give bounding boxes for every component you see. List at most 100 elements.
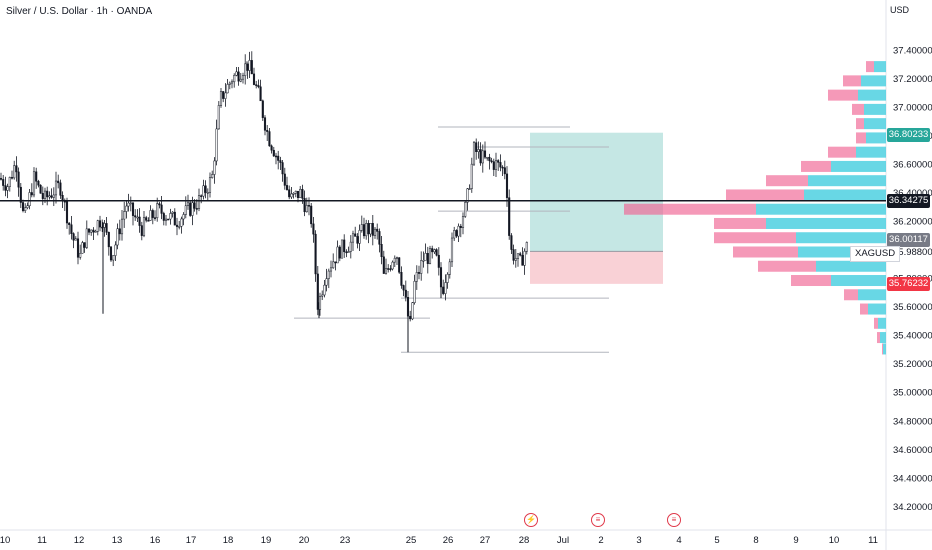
candle-body xyxy=(147,220,150,222)
candle-body xyxy=(184,205,187,215)
candle-body xyxy=(213,160,216,175)
candle-body xyxy=(373,228,377,236)
candle-body xyxy=(228,82,231,85)
candle-body xyxy=(46,190,49,198)
upper-price-tag: 36.80233 xyxy=(887,128,930,142)
candle-body xyxy=(30,192,33,196)
stop-loss-zone[interactable] xyxy=(530,251,663,284)
volume-profile-down-bar xyxy=(714,217,766,229)
candle-body xyxy=(149,210,152,221)
hline-price-tag: 36.34275 xyxy=(887,194,930,208)
candle-body xyxy=(343,239,346,253)
candle-body xyxy=(224,92,227,99)
candle-body xyxy=(200,195,203,197)
candle-body xyxy=(52,194,55,198)
y-tick-label: 35.98800 xyxy=(893,247,932,258)
candlesticks xyxy=(0,51,528,353)
x-tick-label: 23 xyxy=(340,535,351,546)
volume-profile-down-bar xyxy=(852,103,864,115)
swing-levels xyxy=(294,126,609,353)
y-tick-label: 35.60000 xyxy=(893,302,932,313)
candle-body xyxy=(404,289,407,298)
candle-body xyxy=(367,223,370,235)
candle-body xyxy=(277,155,280,161)
us-flag-icon[interactable]: ≡ xyxy=(591,513,605,527)
candle-body xyxy=(140,225,143,236)
candle-body xyxy=(2,179,5,186)
candle-body xyxy=(345,251,348,254)
x-tick-label: 16 xyxy=(150,535,161,546)
x-tick-label: 9 xyxy=(793,535,798,546)
candle-body xyxy=(354,233,357,237)
volume-profile-up-bar xyxy=(856,146,886,158)
candle-body xyxy=(508,197,511,236)
candle-body xyxy=(426,252,429,264)
volume-profile-up-bar xyxy=(864,118,886,130)
candle-body xyxy=(230,81,234,84)
candle-body xyxy=(98,220,102,228)
candle-body xyxy=(175,224,179,227)
x-tick-label: 13 xyxy=(112,535,123,546)
candle-body xyxy=(499,162,502,168)
candle-body xyxy=(239,78,242,82)
candle-body xyxy=(442,286,445,294)
candle-body xyxy=(424,252,427,261)
volume-profile-up-bar xyxy=(880,332,886,344)
candle-body xyxy=(521,254,524,266)
candle-body xyxy=(41,193,44,199)
candle-body xyxy=(87,228,91,233)
long-position-tool[interactable] xyxy=(530,132,663,284)
candle-body xyxy=(486,156,489,159)
candle-body xyxy=(525,242,528,252)
candle-body xyxy=(268,131,271,147)
candle-body xyxy=(402,285,405,291)
x-tick-label: 11 xyxy=(37,535,47,546)
candle-body xyxy=(272,149,275,157)
symbol-title[interactable]: Silver / U.S. Dollar · 1h · OANDA xyxy=(6,6,153,17)
candle-body xyxy=(472,142,476,165)
candle-body xyxy=(391,261,394,270)
candle-body xyxy=(160,204,163,214)
currency-label[interactable]: USD xyxy=(890,5,910,15)
take-profit-zone[interactable] xyxy=(530,132,663,252)
candle-body xyxy=(109,246,113,261)
candle-body xyxy=(120,218,124,235)
candle-body xyxy=(250,60,253,75)
candle-body xyxy=(72,233,75,241)
candle-body xyxy=(285,185,289,190)
volume-profile-down-bar xyxy=(860,303,868,315)
candle-body xyxy=(516,253,520,259)
lightning-icon[interactable]: ⚡ xyxy=(524,513,538,527)
candle-body xyxy=(444,282,447,294)
candle-body xyxy=(123,211,126,220)
candle-body xyxy=(389,268,392,270)
volume-profile-down-bar xyxy=(866,61,874,73)
candle-body xyxy=(74,238,77,241)
x-tick-label: 5 xyxy=(714,535,719,546)
candle-body xyxy=(466,188,469,203)
candle-body xyxy=(523,251,526,266)
volume-profile-up-bar xyxy=(816,260,886,272)
volume-profile-up-bar xyxy=(804,189,886,201)
candle-body xyxy=(479,149,482,164)
volume-profile-down-bar xyxy=(877,332,880,344)
candle-body xyxy=(329,267,333,272)
y-tick-label: 36.20000 xyxy=(893,217,932,228)
candle-body xyxy=(338,246,341,259)
candle-body xyxy=(96,220,99,232)
us-flag-icon[interactable]: ≡ xyxy=(667,513,681,527)
x-tick-label: 26 xyxy=(443,535,454,546)
candle-body xyxy=(437,254,440,268)
candle-body xyxy=(191,202,194,216)
candle-body xyxy=(321,294,324,297)
candle-body xyxy=(519,253,522,256)
candle-body xyxy=(48,195,51,198)
volume-profile-down-bar xyxy=(844,289,858,301)
candle-body xyxy=(173,211,176,226)
candle-body xyxy=(162,213,165,221)
candle-body xyxy=(294,190,297,194)
time-axis[interactable]: 10 11 12 13 16 17 18 19 20 23 25 26 27 28 Jul 2 3 4 5 8 9 10 1… xyxy=(0,535,878,546)
candle-body xyxy=(189,202,192,216)
